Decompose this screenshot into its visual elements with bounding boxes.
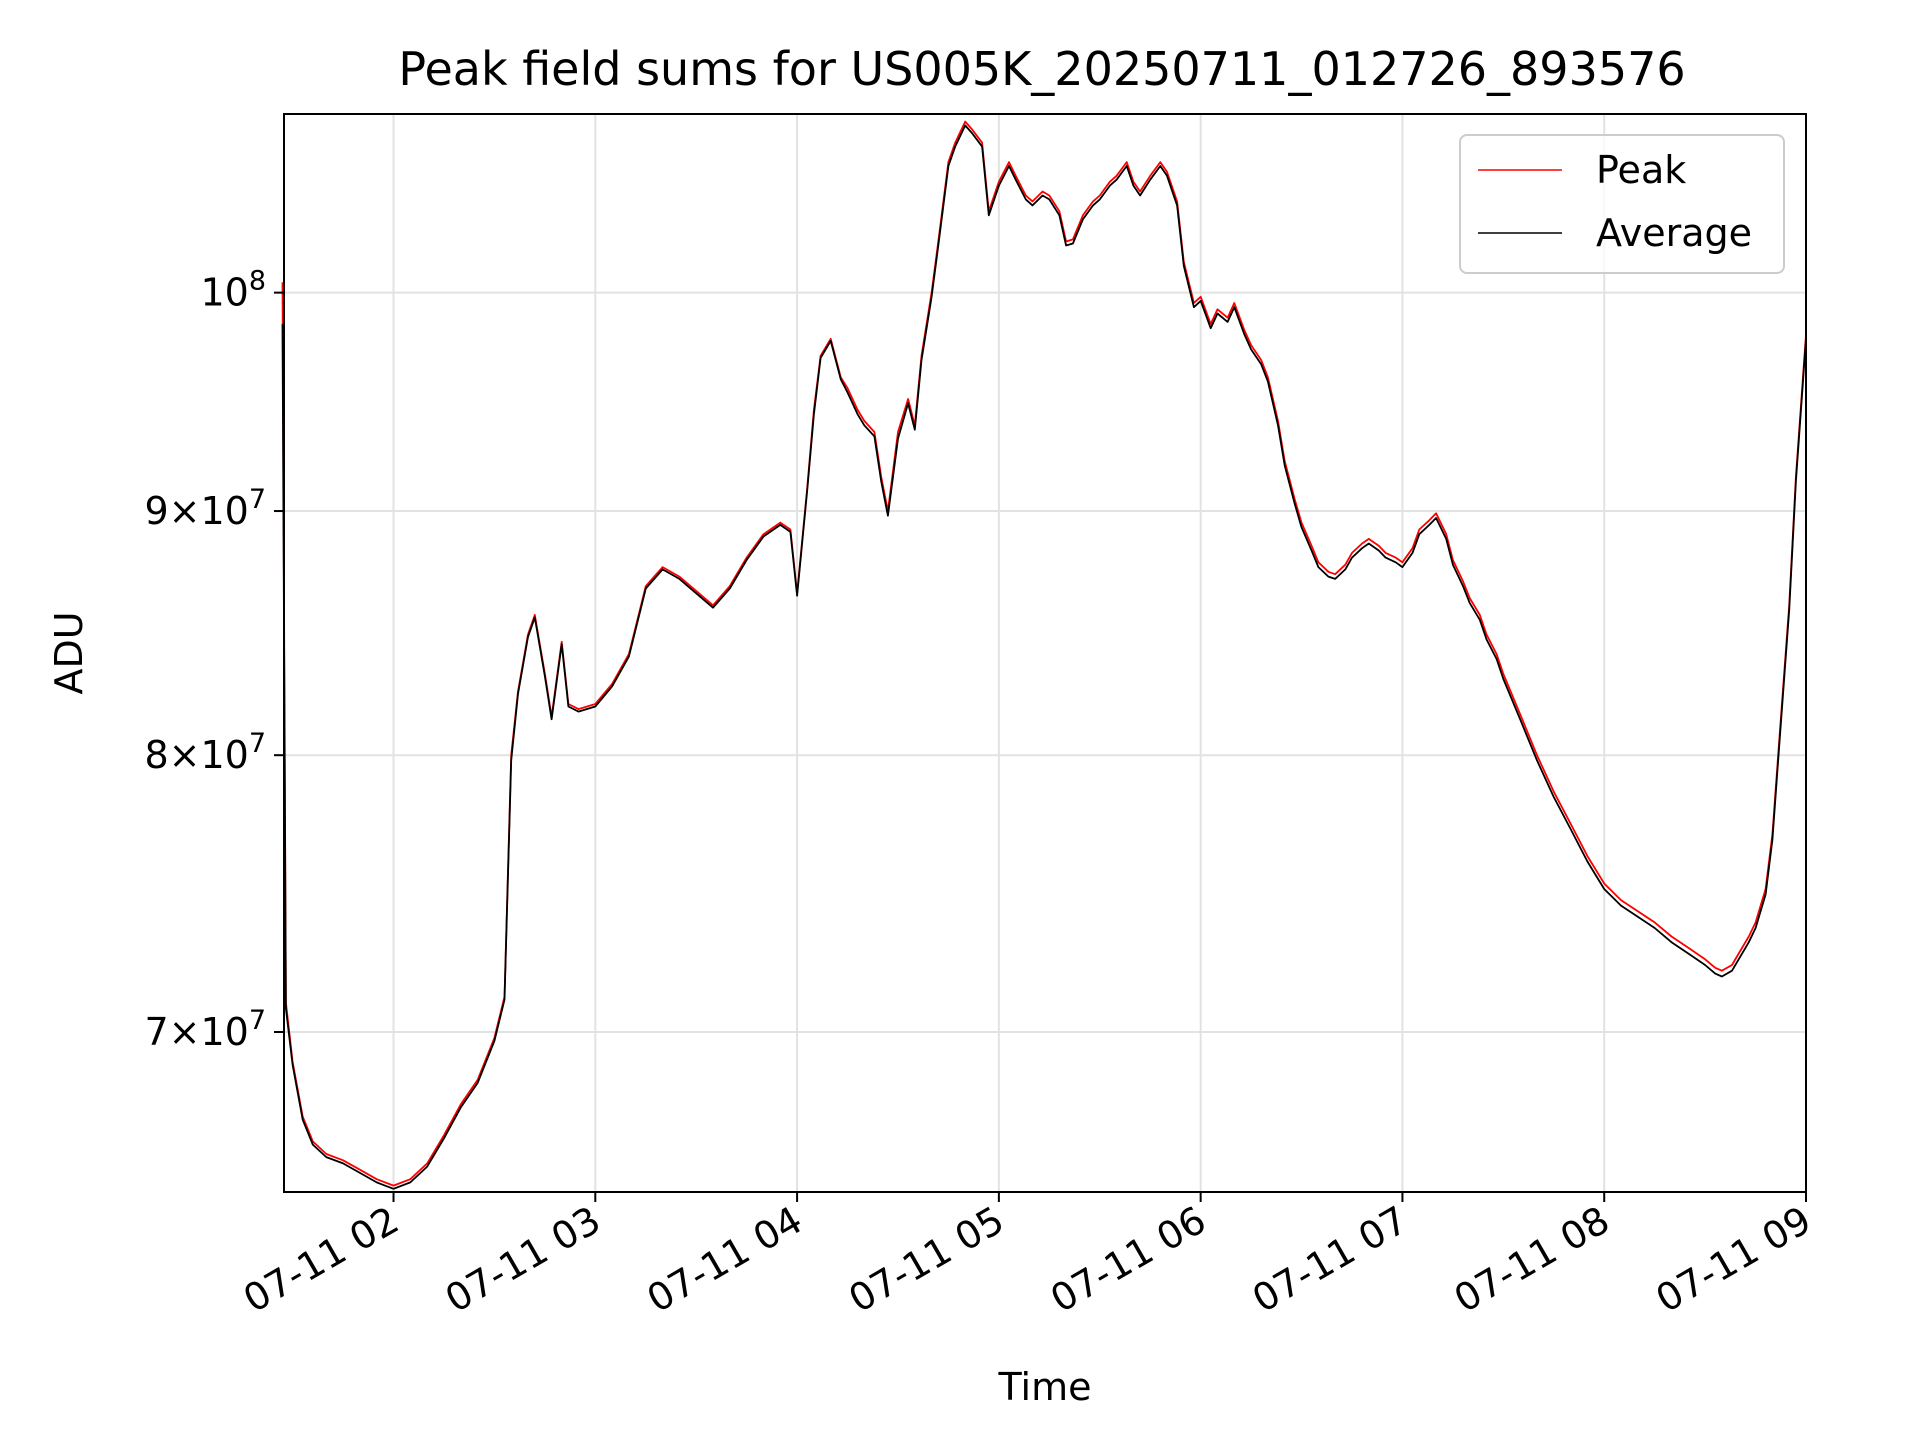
- legend: Peak Average: [1459, 134, 1785, 274]
- chart-title: Peak field sums for US005K_20250711_0127…: [398, 42, 1685, 96]
- y-tick-label: 108: [200, 266, 266, 315]
- y-tick-label: 7×107: [144, 1005, 266, 1054]
- series-line-peak: [281, 120, 1807, 1187]
- series-lines: [281, 120, 1807, 1190]
- series-line-average: [281, 124, 1807, 1190]
- legend-label-peak: Peak: [1596, 148, 1686, 192]
- y-axis-label: ADU: [47, 611, 91, 694]
- y-tick-label: 8×107: [144, 728, 266, 777]
- plot-frame: [283, 113, 1807, 1193]
- legend-label-average: Average: [1596, 211, 1752, 255]
- y-tick-label: 9×107: [144, 484, 266, 533]
- x-axis-label: Time: [998, 1365, 1092, 1409]
